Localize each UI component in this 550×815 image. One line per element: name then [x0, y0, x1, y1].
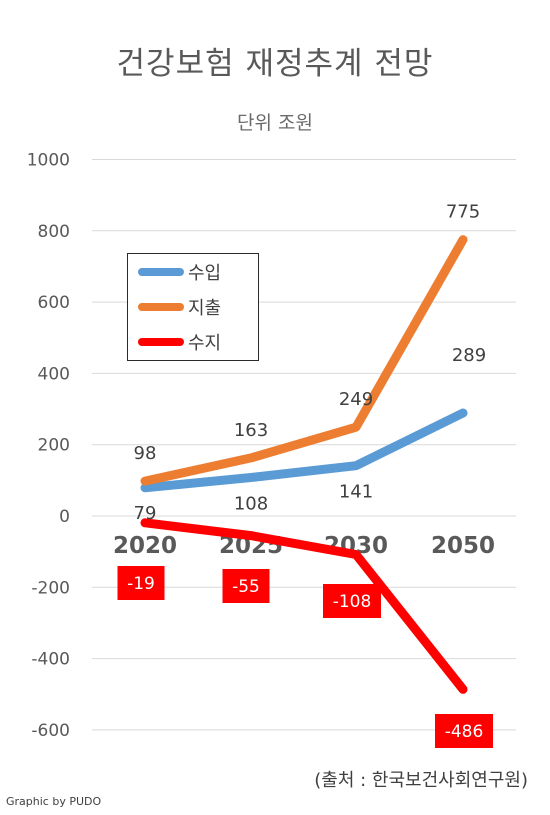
y-tick-label: 600 — [38, 293, 70, 313]
data-point — [144, 487, 146, 489]
data-label-expense: 775 — [446, 202, 480, 223]
data-label-income: 289 — [452, 345, 486, 366]
data-point — [250, 477, 252, 478]
data-label-balance: -108 — [333, 592, 372, 612]
data-point — [144, 522, 146, 524]
legend-swatch-balance — [138, 338, 184, 346]
data-label-income: 108 — [234, 493, 268, 514]
data-label-box — [435, 714, 493, 748]
series-line-0 — [140, 408, 468, 493]
data-point — [144, 480, 146, 482]
data-label-expense: 98 — [134, 443, 157, 464]
series-line-1 — [140, 235, 468, 486]
legend-item-expense: 지출 — [138, 295, 221, 319]
data-point — [250, 535, 252, 537]
y-tick-label: 0 — [59, 507, 70, 527]
data-point — [355, 465, 357, 467]
legend-label-balance: 수지 — [188, 333, 222, 354]
y-tick-label: 200 — [38, 436, 70, 456]
data-point — [250, 457, 252, 459]
y-tick-label: -600 — [31, 721, 70, 741]
data-point — [355, 554, 357, 555]
data-label-box — [222, 569, 270, 603]
x-tick-label: 2020 — [113, 533, 177, 559]
y-tick-label: 400 — [38, 364, 70, 384]
legend-swatch-expense — [138, 303, 184, 311]
y-tick-label: 800 — [38, 222, 70, 242]
legend-swatch-income — [138, 268, 184, 276]
chart-title: 건강보험 재정추계 전망 — [116, 46, 434, 82]
data-label-balance: -486 — [445, 722, 484, 742]
graphic-credit: Graphic by PUDO — [6, 795, 102, 808]
y-tick-label: 1000 — [27, 151, 70, 171]
data-label-balance: -19 — [127, 574, 155, 594]
data-label-expense: 249 — [339, 389, 373, 410]
y-tick-label: -400 — [31, 650, 70, 670]
data-label-income: 79 — [134, 503, 157, 524]
data-point — [462, 239, 464, 241]
legend-label-expense: 지출 — [188, 298, 222, 319]
data-label-expense: 163 — [234, 420, 268, 441]
source-note: (출처 : 한국보건사회연구원) — [314, 770, 528, 791]
series-line-2 — [140, 518, 468, 694]
data-point — [355, 426, 357, 428]
data-label-income: 141 — [339, 482, 373, 503]
data-point — [462, 412, 464, 414]
legend-item-income: 수입 — [138, 260, 221, 284]
x-tick-label: 2050 — [431, 533, 495, 559]
legend-item-balance: 수지 — [138, 330, 221, 354]
data-label-balance: -55 — [232, 577, 260, 597]
chart-subtitle: 단위 조원 — [237, 112, 313, 134]
legend-label-income: 수입 — [188, 263, 222, 284]
data-label-box — [323, 584, 381, 618]
data-label-box — [117, 566, 165, 600]
y-tick-label: -200 — [31, 578, 70, 598]
data-point — [462, 688, 464, 690]
chart-legend: 수입 지출 수지 — [127, 253, 259, 361]
